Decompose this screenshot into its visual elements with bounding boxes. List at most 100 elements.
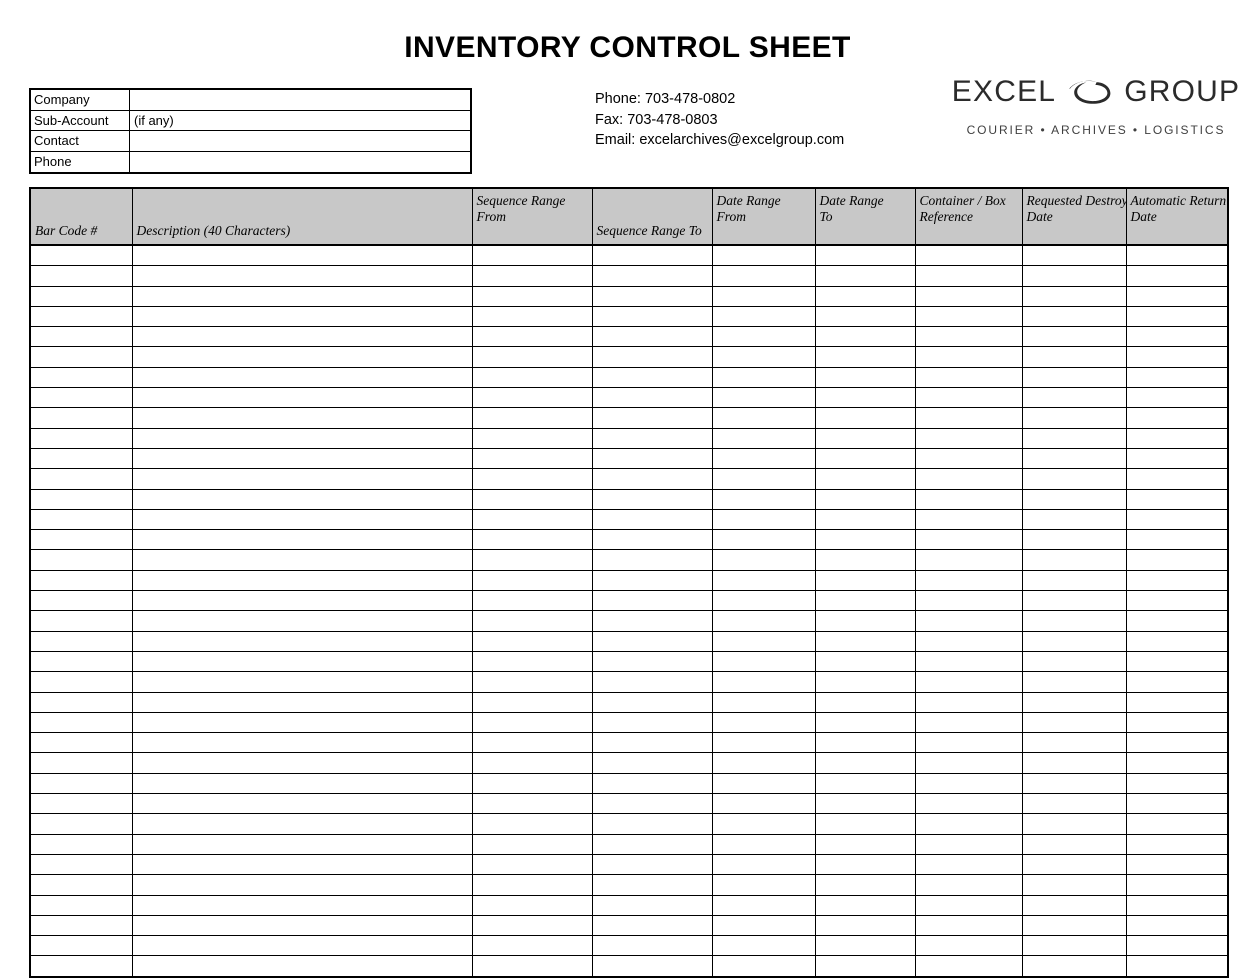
table-cell[interactable] <box>1125 813 1229 835</box>
table-cell[interactable] <box>1021 813 1127 835</box>
table-cell[interactable] <box>814 833 916 855</box>
table-cell[interactable] <box>1021 853 1127 876</box>
table-cell[interactable] <box>131 569 473 592</box>
table-cell[interactable] <box>1021 793 1127 815</box>
table-cell[interactable] <box>814 447 916 470</box>
table-cell[interactable] <box>711 853 816 876</box>
table-cell[interactable] <box>471 894 593 916</box>
table-cell[interactable] <box>131 447 473 470</box>
table-cell[interactable] <box>814 366 916 389</box>
table-cell[interactable] <box>814 427 916 449</box>
table-cell[interactable] <box>1021 935 1127 957</box>
table-cell[interactable] <box>1125 833 1229 855</box>
table-cell[interactable] <box>131 813 473 835</box>
table-cell[interactable] <box>29 935 133 957</box>
table-cell[interactable] <box>131 772 473 795</box>
table-cell[interactable] <box>131 590 473 612</box>
table-cell[interactable] <box>131 752 473 774</box>
table-cell[interactable] <box>711 488 816 510</box>
table-cell[interactable] <box>591 326 713 348</box>
table-cell[interactable] <box>814 285 916 307</box>
table-cell[interactable] <box>471 244 593 267</box>
table-cell[interactable] <box>814 914 916 937</box>
table-cell[interactable] <box>814 569 916 592</box>
table-cell[interactable] <box>591 508 713 531</box>
table-cell[interactable] <box>914 610 1023 632</box>
table-cell[interactable] <box>131 265 473 287</box>
table-cell[interactable] <box>591 366 713 389</box>
table-cell[interactable] <box>29 610 133 632</box>
table-cell[interactable] <box>131 853 473 876</box>
table-cell[interactable] <box>471 772 593 795</box>
table-cell[interactable] <box>29 772 133 795</box>
table-cell[interactable] <box>914 387 1023 409</box>
table-cell[interactable] <box>914 346 1023 368</box>
table-cell[interactable] <box>1125 326 1229 348</box>
table-cell[interactable] <box>814 793 916 815</box>
table-cell[interactable] <box>914 732 1023 754</box>
table-cell[interactable] <box>1021 427 1127 449</box>
table-cell[interactable] <box>29 914 133 937</box>
table-cell[interactable] <box>814 610 916 632</box>
table-cell[interactable] <box>591 590 713 612</box>
table-cell[interactable] <box>814 752 916 774</box>
table-cell[interactable] <box>1021 711 1127 734</box>
table-cell[interactable] <box>29 427 133 449</box>
table-cell[interactable] <box>471 711 593 734</box>
table-cell[interactable] <box>914 914 1023 937</box>
table-cell[interactable] <box>814 732 916 754</box>
table-cell[interactable] <box>814 671 916 693</box>
table-cell[interactable] <box>131 630 473 652</box>
table-cell[interactable] <box>29 265 133 287</box>
table-cell[interactable] <box>711 630 816 652</box>
table-cell[interactable] <box>711 671 816 693</box>
table-cell[interactable] <box>1021 549 1127 571</box>
table-cell[interactable] <box>711 752 816 774</box>
table-cell[interactable] <box>471 488 593 510</box>
table-cell[interactable] <box>29 833 133 855</box>
table-cell[interactable] <box>131 955 473 978</box>
table-cell[interactable] <box>711 793 816 815</box>
table-cell[interactable] <box>1021 305 1127 328</box>
table-cell[interactable] <box>591 265 713 287</box>
table-cell[interactable] <box>471 346 593 368</box>
table-cell[interactable] <box>1021 955 1127 978</box>
table-cell[interactable] <box>1125 650 1229 673</box>
table-cell[interactable] <box>1125 346 1229 368</box>
table-cell[interactable] <box>131 610 473 632</box>
table-cell[interactable] <box>1125 732 1229 754</box>
table-cell[interactable] <box>1125 508 1229 531</box>
table-cell[interactable] <box>471 914 593 937</box>
table-cell[interactable] <box>711 508 816 531</box>
table-cell[interactable] <box>29 244 133 267</box>
table-cell[interactable] <box>1021 914 1127 937</box>
table-cell[interactable] <box>814 488 916 510</box>
table-cell[interactable] <box>591 244 713 267</box>
table-cell[interactable] <box>131 671 473 693</box>
table-cell[interactable] <box>1021 569 1127 592</box>
table-cell[interactable] <box>814 935 916 957</box>
table-cell[interactable] <box>591 833 713 855</box>
table-cell[interactable] <box>131 732 473 754</box>
table-cell[interactable] <box>591 630 713 652</box>
table-cell[interactable] <box>1125 793 1229 815</box>
table-cell[interactable] <box>131 305 473 328</box>
table-cell[interactable] <box>711 610 816 632</box>
table-cell[interactable] <box>29 671 133 693</box>
table-cell[interactable] <box>711 711 816 734</box>
table-cell[interactable] <box>1125 772 1229 795</box>
info-field-sub-account[interactable]: (if any) <box>134 112 174 128</box>
table-cell[interactable] <box>814 590 916 612</box>
table-cell[interactable] <box>814 894 916 916</box>
info-field-company[interactable] <box>130 90 470 110</box>
table-cell[interactable] <box>914 833 1023 855</box>
table-cell[interactable] <box>471 752 593 774</box>
table-cell[interactable] <box>591 549 713 571</box>
table-cell[interactable] <box>914 326 1023 348</box>
table-cell[interactable] <box>711 590 816 612</box>
table-cell[interactable] <box>711 549 816 571</box>
table-cell[interactable] <box>471 671 593 693</box>
table-cell[interactable] <box>711 427 816 449</box>
table-cell[interactable] <box>1125 427 1229 449</box>
table-cell[interactable] <box>1021 752 1127 774</box>
